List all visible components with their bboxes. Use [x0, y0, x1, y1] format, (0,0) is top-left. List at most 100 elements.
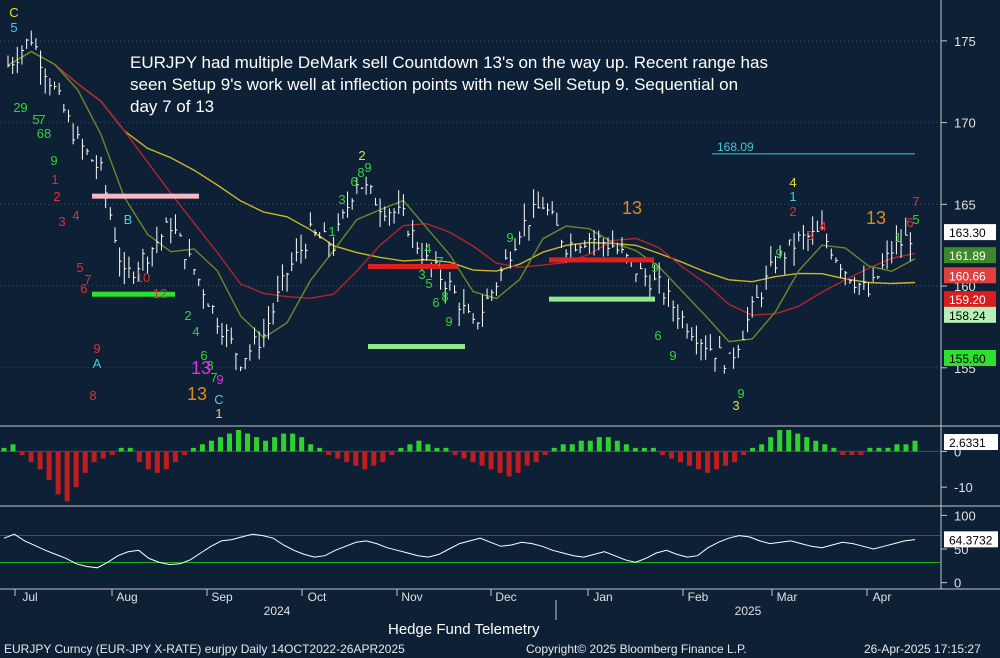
hist-bar — [795, 433, 801, 452]
hist-bar — [73, 451, 79, 488]
footer-right: 26-Apr-2025 17:15:27 — [864, 642, 981, 656]
demark-count-label: 8 — [357, 165, 364, 180]
hist-bar — [82, 451, 88, 473]
year-label: 2025 — [735, 604, 762, 618]
demark-count-label: C — [214, 392, 223, 407]
hist-bar — [10, 444, 16, 452]
hist-bar — [696, 451, 702, 470]
hist-bar — [226, 433, 232, 452]
hist-bar — [813, 440, 819, 452]
histogram-panel — [0, 430, 1000, 507]
hist-bar — [443, 447, 449, 452]
demark-count-label: 9 — [20, 100, 27, 115]
x-tick-label: Nov — [401, 590, 422, 604]
hist-bar — [281, 433, 287, 452]
chart-annotation: EURJPY had multiple DeMark sell Countdow… — [130, 53, 768, 116]
hist-bar — [506, 451, 512, 477]
demark-count-label: 9 — [364, 160, 371, 175]
hist-value-box — [944, 434, 998, 451]
price-plot-area — [0, 0, 940, 425]
demark-count-label: 12 — [153, 286, 167, 301]
hist-bar — [542, 451, 548, 455]
hist-bar — [389, 451, 395, 455]
x-tick-label: Jan — [593, 590, 612, 604]
hist-bar — [569, 444, 575, 452]
hist-bar — [632, 447, 638, 452]
hist-bar — [344, 451, 350, 463]
price-label-text: 163.30 — [949, 226, 986, 240]
demark-count-label: 3 — [338, 192, 345, 207]
hist-bar — [263, 440, 269, 452]
price-label-box — [944, 291, 996, 308]
rsi-value-label: 64.3732 — [949, 533, 993, 547]
demark-count-label: 2 — [789, 204, 796, 219]
demark-count-label: 3 — [58, 214, 65, 229]
ma-short-line — [7, 50, 916, 343]
hist-bar — [605, 437, 611, 452]
rsi-tick-label: 0 — [954, 576, 961, 591]
hist-bar — [587, 440, 593, 452]
hist-bar — [118, 447, 124, 452]
hist-value-label: 2.6331 — [949, 436, 986, 450]
hist-bar — [145, 451, 151, 470]
hist-bar — [831, 447, 837, 452]
hist-bar — [299, 437, 305, 452]
demark-count-label: 3 — [732, 398, 739, 413]
demark-count-label: 1 — [51, 172, 58, 187]
demark-count-label: 6 — [80, 281, 87, 296]
hist-tick-label: -10 — [954, 480, 973, 495]
footer-center: Copyright© 2025 Bloomberg Finance L.P. — [526, 642, 747, 656]
hist-bar — [236, 430, 242, 452]
hist-bar — [659, 451, 665, 455]
demark-count-label: 1 — [328, 224, 335, 239]
hist-bar — [425, 444, 431, 452]
demark-count-label: 5 — [32, 112, 39, 127]
hist-bar — [163, 451, 169, 470]
hist-bar — [822, 444, 828, 452]
x-tick-label: Dec — [495, 590, 516, 604]
hist-bar — [885, 447, 891, 452]
demark-count-label: 1 — [789, 189, 796, 204]
x-tick-label: Apr — [873, 590, 892, 604]
x-tick-label: Oct — [308, 590, 327, 604]
demark-count-label: 9 — [216, 372, 223, 387]
hist-bar — [723, 451, 729, 466]
demark-count-label: 9 — [506, 230, 513, 245]
demark-count-label: 9 — [669, 348, 676, 363]
hist-bar — [578, 440, 584, 452]
hist-bar — [668, 451, 674, 459]
x-tick-label: Sep — [211, 590, 233, 604]
demark-count-label: 13 — [866, 208, 886, 228]
demark-count-label: 7 — [38, 112, 45, 127]
demark-count-label: 4 — [192, 324, 199, 339]
hist-bar — [623, 444, 629, 452]
hist-bar — [750, 447, 756, 452]
hist-bar — [650, 447, 656, 452]
hist-bar — [849, 451, 855, 455]
hist-bar — [1, 447, 7, 452]
x-tick-label: Jul — [22, 590, 37, 604]
hist-bar — [326, 451, 332, 455]
level-label: 168.09 — [717, 140, 754, 154]
demark-count-label: 13 — [622, 198, 642, 218]
tdst-bar — [549, 257, 654, 263]
hist-bar — [894, 444, 900, 452]
year-label: 2024 — [264, 604, 291, 618]
demark-count-label: 8 — [206, 358, 213, 373]
demark-count-label: 9 — [50, 153, 57, 168]
x-tick-label: Feb — [688, 590, 709, 604]
hist-bar — [272, 437, 278, 452]
footer-left: EURJPY Curncy (EUR-JPY X-RATE) eurjpy Da… — [4, 642, 405, 656]
hist-bar — [533, 451, 539, 463]
demark-count-label: 9 — [737, 386, 744, 401]
hist-bar — [190, 447, 196, 452]
demark-count-label: 4 — [819, 219, 826, 234]
hist-bar — [759, 444, 765, 452]
hist-bar — [777, 430, 783, 452]
price-label-box — [944, 224, 996, 241]
hist-bar — [46, 451, 52, 480]
hist-bar — [181, 451, 187, 455]
hist-bar — [804, 437, 810, 452]
hist-bar — [488, 451, 494, 470]
